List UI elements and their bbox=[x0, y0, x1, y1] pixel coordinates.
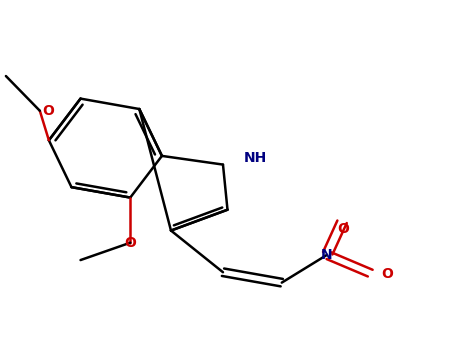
Text: O: O bbox=[124, 236, 136, 250]
Text: O: O bbox=[337, 222, 349, 236]
Text: O: O bbox=[381, 267, 393, 281]
Text: N: N bbox=[321, 248, 333, 262]
Text: NH: NH bbox=[243, 150, 267, 164]
Text: O: O bbox=[42, 104, 54, 118]
